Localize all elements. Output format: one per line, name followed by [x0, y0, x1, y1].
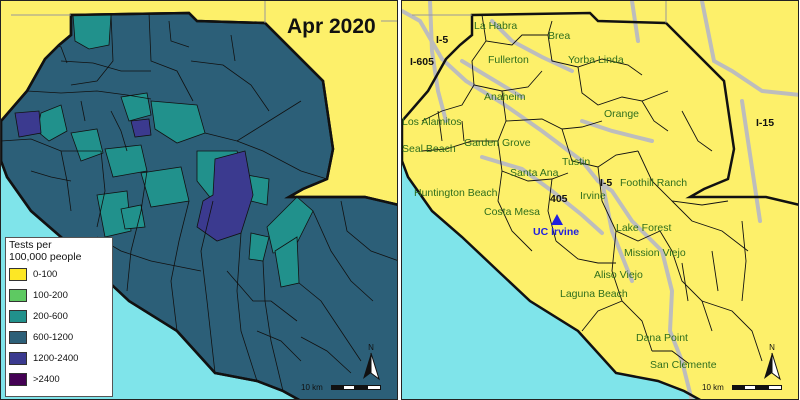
landmark-label: UC Irvine	[533, 226, 580, 238]
city-label: Los Alamitos	[402, 116, 462, 128]
tract-200-600	[120, 204, 146, 230]
legend-label: >2400	[33, 374, 60, 385]
scale-bar: 10 km	[702, 382, 798, 398]
scale-label: 10 km	[301, 383, 323, 392]
city-label: Huntington Beach	[414, 187, 498, 199]
legend-label: 1200-2400	[33, 353, 79, 364]
city-label: Santa Ana	[510, 167, 559, 179]
legend-swatch	[9, 268, 27, 281]
panel-title: Apr 2020	[287, 15, 376, 38]
left-map-panel: Apr 2020 Tests per 100,000 people 0-100 …	[0, 0, 398, 400]
legend-label: 100-200	[33, 290, 68, 301]
city-label: Mission Viejo	[624, 247, 686, 259]
legend-title: Tests per 100,000 people	[9, 239, 82, 263]
legend-swatch	[9, 373, 27, 386]
freeway-label: I-5	[436, 34, 449, 46]
scale-segment	[331, 385, 343, 390]
tract-200-600	[96, 190, 132, 238]
city-label: Brea	[548, 30, 571, 42]
freeway-label: 405	[550, 193, 568, 205]
orange-county-outline	[402, 11, 798, 399]
tract-1200-2400	[130, 118, 152, 138]
tract-200-600	[120, 92, 152, 122]
city-borders	[421, 14, 763, 364]
freeway-label: I-5	[600, 177, 613, 189]
city-label: Foothill Ranch	[620, 177, 688, 189]
city-label: Irvine	[580, 190, 606, 202]
ocean	[402, 161, 699, 399]
north-label: N	[769, 343, 775, 352]
city-label: Yorba Linda	[568, 54, 624, 66]
scale-bar: 10 km	[301, 382, 397, 398]
tract-1200-2400	[196, 150, 254, 242]
city-label: Laguna Beach	[560, 288, 628, 300]
scale-segment	[756, 385, 768, 390]
freeways	[402, 1, 798, 399]
scale-segment	[732, 385, 744, 390]
landmark-triangle-icon	[551, 214, 563, 225]
legend-swatch	[9, 352, 27, 365]
city-label: Dana Point	[636, 332, 688, 344]
city-label: Tustin	[562, 156, 591, 168]
city-label: Garden Grove	[464, 137, 531, 149]
city-label: Aliso Viejo	[594, 269, 643, 281]
city-label: Costa Mesa	[484, 206, 541, 218]
freeway-label: I-605	[410, 56, 434, 68]
north-label: N	[368, 343, 374, 352]
city-label: Fullerton	[488, 54, 529, 66]
right-reference-map	[402, 1, 798, 399]
city-label: Lake Forest	[616, 222, 672, 234]
tract-200-600	[266, 196, 314, 254]
scale-segment	[768, 385, 782, 390]
city-label: Seal Beach	[402, 143, 456, 155]
district-borders	[1, 13, 397, 392]
freeway-label: I-15	[756, 117, 775, 129]
tract-200-600	[150, 100, 206, 144]
legend-label: 200-600	[33, 311, 68, 322]
legend-swatch	[9, 310, 27, 323]
legend-label: 0-100	[33, 269, 58, 280]
north-arrow-icon: N	[764, 343, 781, 381]
scale-segment	[367, 385, 381, 390]
tract-200-600	[104, 144, 148, 178]
scale-label: 10 km	[702, 383, 724, 392]
map-legend: Tests per 100,000 people 0-100 100-200 2…	[5, 237, 113, 397]
legend-swatch	[9, 289, 27, 302]
tract-1200-2400	[14, 110, 42, 138]
city-label: San Clemente	[650, 359, 717, 371]
north-arrow-icon: N	[363, 343, 380, 381]
legend-swatch	[9, 331, 27, 344]
city-label: La Habra	[474, 20, 518, 32]
legend-label: 600-1200	[33, 332, 74, 343]
city-label: Anaheim	[484, 91, 526, 103]
scale-segment	[744, 385, 756, 390]
right-map-panel: La Habra Brea Fullerton Yorba Linda Anah…	[401, 0, 799, 400]
city-label: Orange	[604, 108, 640, 120]
scale-segment	[355, 385, 367, 390]
scale-segment	[343, 385, 355, 390]
tract-200-600	[70, 128, 104, 162]
